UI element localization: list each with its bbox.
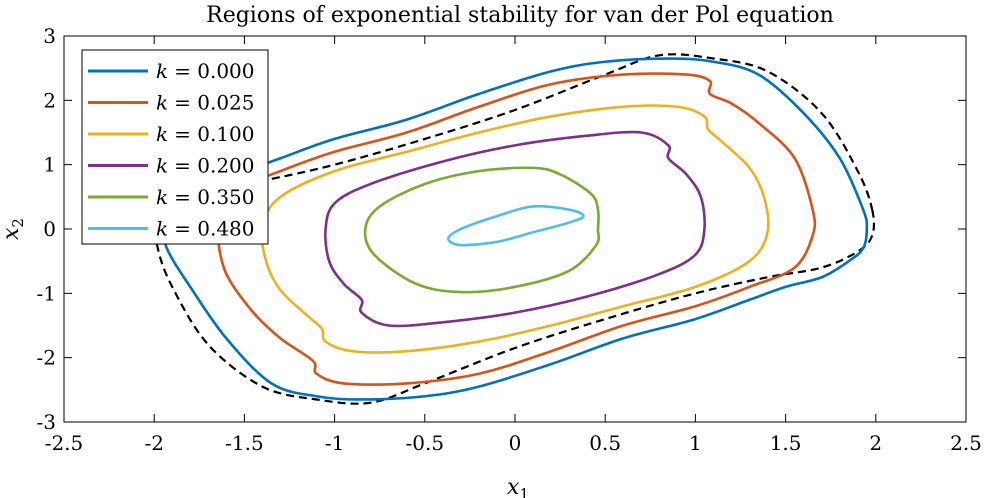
legend-k-value: = 0.025 xyxy=(174,91,254,115)
legend-k-symbol: k xyxy=(156,217,168,241)
x-tick-label: 2 xyxy=(869,431,882,455)
x-tick-label: 1 xyxy=(689,431,702,455)
legend-label: k = 0.100 xyxy=(156,122,255,146)
x-tick-label: -2 xyxy=(144,431,163,455)
y-tick-label: -3 xyxy=(37,410,56,434)
x-axis-label-sub: 1 xyxy=(519,485,529,498)
y-axis-label-main: x xyxy=(0,227,24,240)
legend-k-symbol: k xyxy=(156,154,168,178)
y-axis-label-sub: 2 xyxy=(9,218,27,228)
x-tick-label: -0.5 xyxy=(406,431,445,455)
boundary-dashed-curve xyxy=(154,53,876,405)
y-tick-label: 2 xyxy=(43,88,56,112)
legend-box xyxy=(81,49,269,245)
legend-label: k = 0.000 xyxy=(156,59,255,83)
x-tick-label: -1.5 xyxy=(225,431,264,455)
y-tick-label: 0 xyxy=(43,217,56,241)
legend-k-value: = 0.480 xyxy=(174,217,254,241)
legend-label: k = 0.480 xyxy=(156,217,255,241)
x-tick-label: 1.5 xyxy=(770,431,802,455)
legend-k-value: = 0.000 xyxy=(174,59,254,83)
chart-title: Regions of exponential stability for van… xyxy=(206,3,834,28)
x-axis-label: x1 xyxy=(507,475,529,498)
y-tick-label: -1 xyxy=(37,281,56,305)
legend-k-symbol: k xyxy=(156,59,168,83)
x-tick-label: -1 xyxy=(325,431,344,455)
legend-k-symbol: k xyxy=(156,185,168,209)
legend-label: k = 0.200 xyxy=(156,154,255,178)
legend-label: k = 0.025 xyxy=(156,91,255,115)
legend-k-symbol: k xyxy=(156,91,168,115)
legend-k-symbol: k xyxy=(156,122,168,146)
x-axis-ticks: -2.5 -2 -1.5 -1 -0.5 0 0.5 1 1.5 2 2.5 xyxy=(45,36,982,455)
x-tick-label: 0 xyxy=(509,431,522,455)
x-tick-label: 2.5 xyxy=(950,431,982,455)
legend-k-value: = 0.350 xyxy=(174,185,254,209)
series-curve-4 xyxy=(363,166,601,294)
y-tick-label: 3 xyxy=(43,24,56,48)
series-curve-5 xyxy=(446,204,585,247)
y-axis-ticks: -3 -2 -1 0 1 2 3 xyxy=(37,24,966,434)
legend-k-value: = 0.100 xyxy=(174,122,254,146)
series-curve-3 xyxy=(324,130,706,328)
y-tick-label: -2 xyxy=(37,346,56,370)
legend-label: k = 0.350 xyxy=(156,185,255,209)
x-axis-label-main: x xyxy=(507,475,520,498)
x-tick-label: 0.5 xyxy=(589,431,621,455)
x-tick-label: -2.5 xyxy=(45,431,84,455)
y-tick-label: 1 xyxy=(43,153,56,177)
legend-k-value: = 0.200 xyxy=(174,154,254,178)
y-axis-label: x2 xyxy=(0,218,27,240)
